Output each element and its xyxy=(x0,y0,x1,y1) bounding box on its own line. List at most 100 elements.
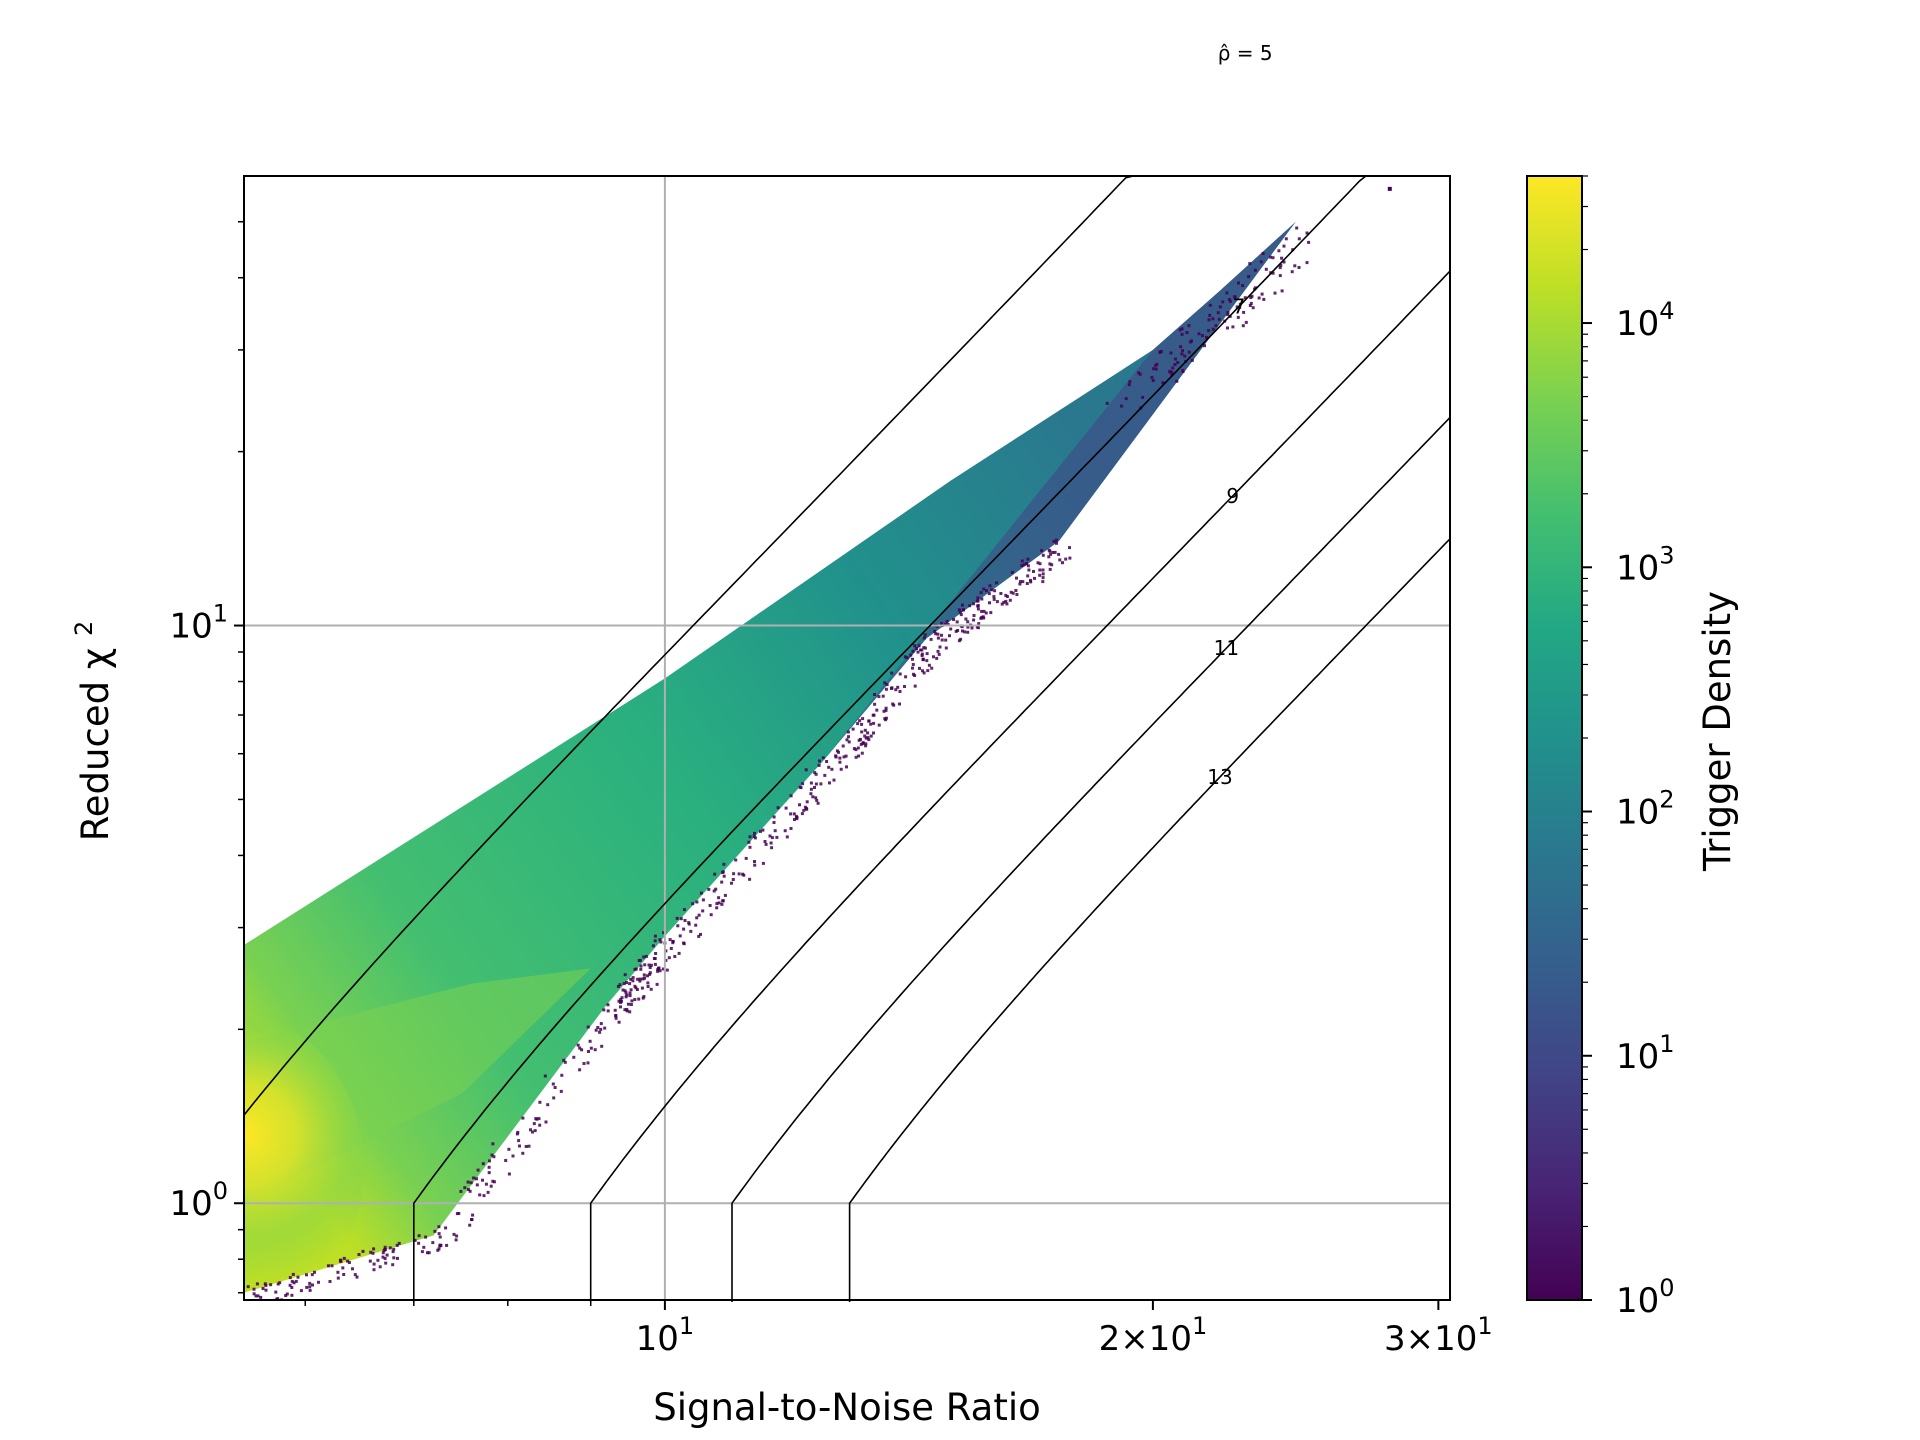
sparse-trigger xyxy=(1029,580,1033,584)
sparse-trigger xyxy=(1190,358,1194,362)
sparse-trigger xyxy=(988,584,992,588)
sparse-trigger xyxy=(676,924,680,928)
sparse-trigger xyxy=(537,1117,541,1121)
sparse-trigger xyxy=(642,973,646,977)
sparse-trigger xyxy=(898,672,902,676)
sparse-trigger xyxy=(956,629,960,632)
sparse-trigger xyxy=(701,898,705,902)
sparse-trigger xyxy=(869,722,873,726)
y-tick-label: 100 xyxy=(169,1177,228,1224)
sparse-trigger xyxy=(580,1048,584,1052)
sparse-trigger xyxy=(981,615,985,619)
sparse-trigger xyxy=(838,756,842,760)
sparse-trigger xyxy=(311,1283,314,1287)
sparse-trigger xyxy=(813,771,817,775)
colorbar-scale xyxy=(1526,175,1583,1301)
sparse-trigger xyxy=(940,621,944,625)
sparse-trigger xyxy=(661,967,665,971)
sparse-trigger xyxy=(642,995,646,999)
sparse-trigger xyxy=(854,755,858,759)
sparse-trigger xyxy=(1169,351,1173,355)
sparse-trigger xyxy=(814,796,818,800)
sparse-trigger xyxy=(697,934,701,938)
y-axis-title-text: Reduced χ xyxy=(74,648,117,841)
sparse-trigger xyxy=(327,1264,330,1268)
sparse-trigger xyxy=(847,735,850,739)
sparse-trigger xyxy=(1026,574,1030,578)
sparse-trigger xyxy=(391,1250,395,1254)
sparse-trigger xyxy=(1064,557,1068,561)
sparse-trigger xyxy=(789,827,793,830)
sparse-trigger xyxy=(246,1285,250,1289)
sparse-trigger xyxy=(1000,602,1004,606)
sparse-trigger xyxy=(288,1283,292,1287)
sparse-trigger xyxy=(959,613,963,617)
sparse-trigger xyxy=(606,1003,610,1007)
sparse-trigger xyxy=(422,1245,426,1249)
sparse-trigger xyxy=(966,630,970,634)
sparse-trigger xyxy=(814,782,818,786)
sparse-trigger xyxy=(873,693,876,696)
x-axis-title: Signal-to-Noise Ratio xyxy=(653,1386,1041,1429)
sparse-trigger xyxy=(918,666,921,670)
sparse-trigger xyxy=(976,607,980,611)
sparse-trigger xyxy=(966,625,970,629)
sparse-trigger xyxy=(825,760,829,763)
sparse-trigger xyxy=(1138,372,1142,376)
sparse-trigger xyxy=(916,650,920,654)
sparse-trigger xyxy=(618,983,622,987)
sparse-trigger xyxy=(625,993,629,997)
sparse-trigger xyxy=(682,908,686,912)
sparse-trigger xyxy=(852,747,856,751)
sparse-trigger xyxy=(1052,539,1056,543)
sparse-trigger xyxy=(1068,556,1072,560)
sparse-trigger xyxy=(628,982,632,986)
sparse-trigger xyxy=(866,736,870,740)
sparse-trigger xyxy=(972,618,976,622)
sparse-trigger xyxy=(845,738,849,742)
sparse-trigger xyxy=(1014,589,1018,592)
sparse-trigger xyxy=(952,618,956,621)
sparse-trigger xyxy=(867,719,871,723)
sparse-trigger xyxy=(772,815,776,819)
contour-label: 11 xyxy=(1214,636,1239,660)
sparse-trigger xyxy=(368,1259,372,1263)
sparse-trigger xyxy=(948,634,951,638)
sparse-trigger xyxy=(1038,568,1042,572)
sparse-trigger xyxy=(1187,324,1191,328)
sparse-trigger xyxy=(1243,296,1247,300)
sparse-trigger xyxy=(1005,595,1009,598)
sparse-trigger xyxy=(687,922,691,926)
sparse-trigger xyxy=(922,646,926,650)
sparse-trigger xyxy=(1032,570,1035,573)
sparse-trigger xyxy=(372,1262,376,1266)
sparse-trigger xyxy=(861,742,865,745)
sparse-trigger xyxy=(625,981,628,985)
sparse-trigger xyxy=(338,1259,342,1263)
sparse-trigger xyxy=(486,1190,490,1194)
sparse-trigger xyxy=(911,663,915,666)
sparse-trigger xyxy=(1248,304,1252,307)
sparse-trigger xyxy=(1218,305,1222,309)
sparse-trigger xyxy=(1251,306,1255,310)
sparse-trigger xyxy=(455,1234,459,1238)
sparse-trigger xyxy=(721,871,725,874)
sparse-trigger xyxy=(999,592,1003,595)
sparse-trigger xyxy=(818,759,821,763)
x-tick-label: 3×101 xyxy=(1384,1312,1493,1359)
sparse-trigger xyxy=(979,591,983,595)
sparse-trigger xyxy=(972,602,976,606)
sparse-trigger xyxy=(1180,352,1184,356)
sparse-trigger xyxy=(699,932,702,936)
sparse-trigger xyxy=(860,751,864,755)
sparse-trigger xyxy=(922,636,926,640)
sparse-trigger xyxy=(1141,395,1145,399)
sparse-trigger xyxy=(599,1022,603,1026)
sparse-trigger xyxy=(677,951,681,955)
sparse-trigger xyxy=(722,874,726,878)
sparse-trigger xyxy=(563,1060,567,1064)
sparse-trigger xyxy=(925,659,929,663)
sparse-trigger xyxy=(804,806,808,810)
sparse-trigger xyxy=(256,1294,260,1298)
sparse-trigger xyxy=(1018,582,1022,586)
